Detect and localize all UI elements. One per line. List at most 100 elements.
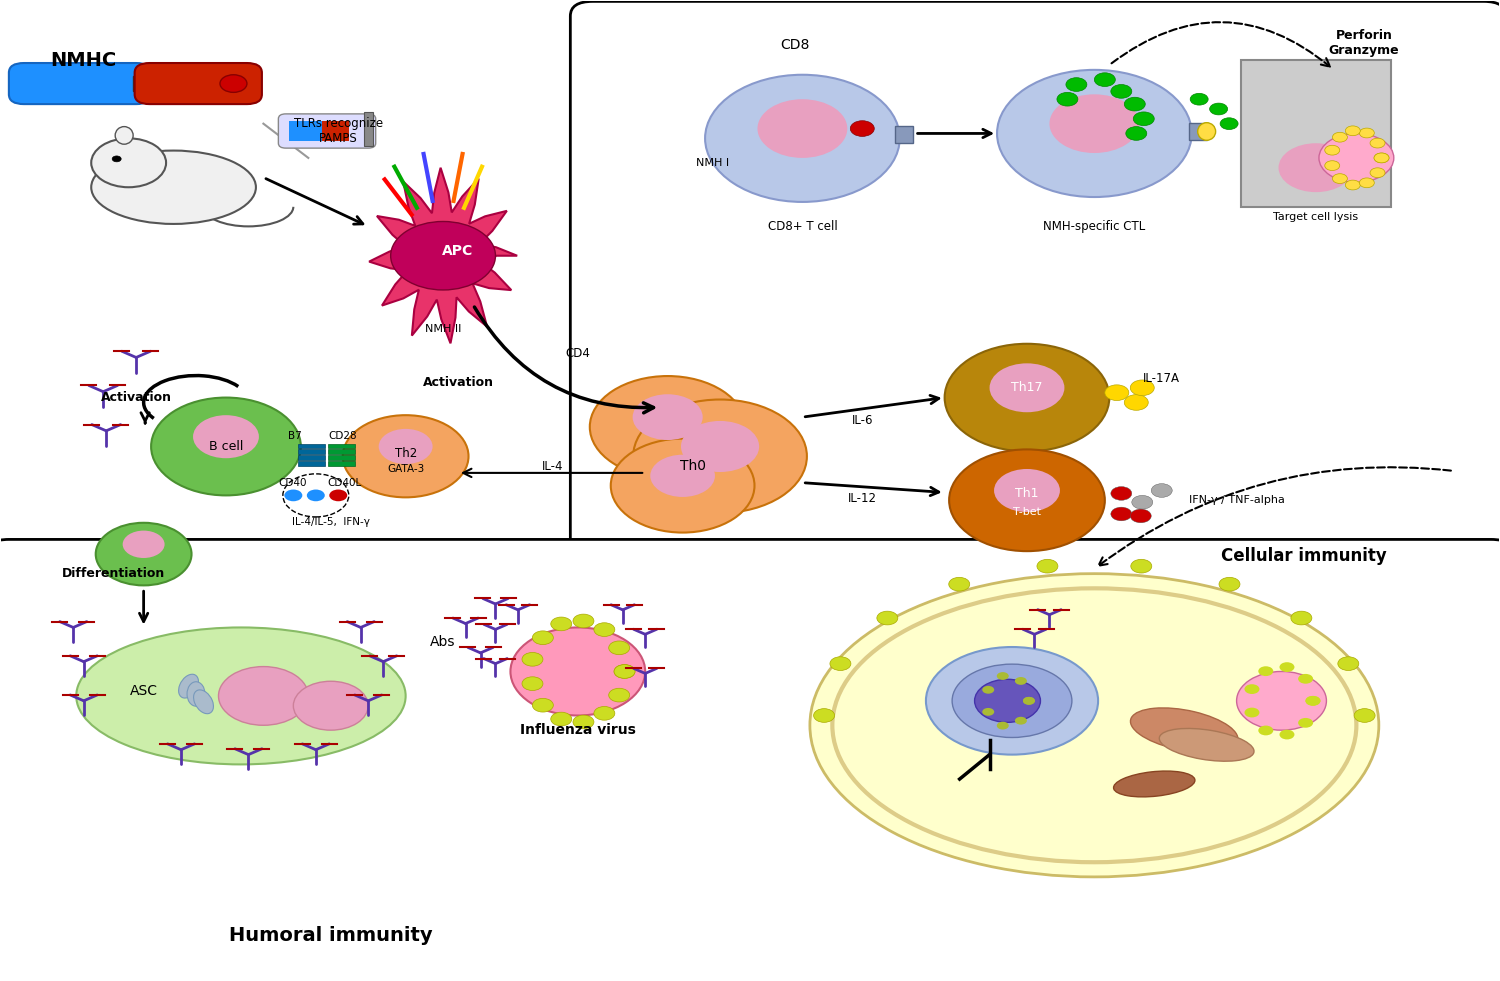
Circle shape — [344, 415, 468, 497]
Circle shape — [1131, 380, 1155, 395]
Text: NMHC: NMHC — [51, 51, 117, 70]
Circle shape — [152, 397, 302, 495]
Circle shape — [1245, 684, 1260, 694]
Circle shape — [1359, 129, 1374, 138]
Text: CD40L: CD40L — [328, 478, 362, 488]
Circle shape — [1332, 132, 1347, 142]
Text: CD40: CD40 — [279, 478, 308, 488]
Circle shape — [1346, 181, 1360, 190]
Circle shape — [1258, 666, 1274, 676]
Circle shape — [975, 679, 1041, 722]
Circle shape — [1332, 174, 1347, 183]
Circle shape — [590, 376, 746, 478]
Circle shape — [813, 708, 834, 722]
Circle shape — [1112, 507, 1132, 521]
Ellipse shape — [1131, 708, 1238, 752]
Circle shape — [1112, 84, 1132, 98]
Bar — [134, 76, 152, 91]
Circle shape — [573, 614, 594, 628]
Circle shape — [330, 490, 346, 501]
Ellipse shape — [1197, 123, 1215, 140]
Circle shape — [1220, 578, 1240, 591]
Circle shape — [550, 617, 572, 631]
Circle shape — [1112, 487, 1132, 500]
Text: IL-4/IL-5,  IFN-γ: IL-4/IL-5, IFN-γ — [292, 517, 370, 527]
Bar — [1240, 60, 1391, 207]
Circle shape — [1016, 717, 1028, 725]
Text: NMH II: NMH II — [424, 324, 462, 335]
Circle shape — [1370, 138, 1384, 148]
Circle shape — [1190, 93, 1208, 105]
Circle shape — [532, 698, 554, 712]
Circle shape — [1278, 143, 1353, 192]
Circle shape — [285, 490, 303, 501]
Circle shape — [1370, 168, 1384, 178]
Circle shape — [1305, 696, 1320, 705]
Circle shape — [96, 523, 192, 586]
Text: Th2: Th2 — [394, 446, 417, 460]
Ellipse shape — [810, 574, 1378, 877]
Circle shape — [633, 394, 702, 440]
Circle shape — [550, 712, 572, 726]
Text: IL-6: IL-6 — [852, 414, 873, 427]
Circle shape — [378, 429, 432, 464]
Bar — [1188, 123, 1206, 140]
Bar — [328, 461, 354, 466]
Circle shape — [1023, 697, 1035, 704]
Text: Abs: Abs — [430, 635, 456, 649]
Circle shape — [982, 686, 994, 694]
FancyBboxPatch shape — [9, 63, 152, 104]
Text: Cellular immunity: Cellular immunity — [1221, 547, 1388, 565]
Text: CD8: CD8 — [780, 38, 810, 52]
Circle shape — [614, 664, 634, 678]
Circle shape — [1318, 133, 1394, 182]
Circle shape — [1305, 696, 1320, 705]
Bar — [896, 126, 914, 143]
FancyBboxPatch shape — [0, 540, 1500, 981]
Circle shape — [294, 681, 368, 730]
Text: Granzyme: Granzyme — [1329, 44, 1400, 57]
Circle shape — [1036, 559, 1058, 573]
Ellipse shape — [76, 628, 405, 764]
Circle shape — [1023, 697, 1035, 704]
Circle shape — [510, 628, 645, 715]
Circle shape — [1324, 145, 1340, 155]
Text: ASC: ASC — [129, 684, 158, 698]
Circle shape — [609, 689, 630, 702]
Circle shape — [1134, 112, 1155, 126]
Circle shape — [998, 672, 1008, 680]
Circle shape — [850, 121, 874, 136]
Text: IFN-γ / TNF-alpha: IFN-γ / TNF-alpha — [1188, 495, 1284, 505]
Circle shape — [1324, 161, 1340, 171]
Bar — [363, 112, 372, 146]
Text: B cell: B cell — [209, 440, 243, 453]
Circle shape — [610, 439, 754, 533]
Circle shape — [758, 99, 847, 158]
Circle shape — [219, 666, 309, 725]
Circle shape — [594, 623, 615, 637]
Text: Influenza virus: Influenza virus — [520, 723, 636, 737]
Circle shape — [1280, 730, 1294, 740]
Circle shape — [1131, 559, 1152, 573]
Circle shape — [1245, 707, 1260, 717]
Circle shape — [830, 657, 850, 670]
Circle shape — [522, 652, 543, 666]
Circle shape — [594, 706, 615, 720]
Circle shape — [1346, 126, 1360, 135]
Bar — [298, 443, 326, 448]
Ellipse shape — [92, 150, 256, 224]
Text: NMH-specific CTL: NMH-specific CTL — [1042, 220, 1146, 232]
Circle shape — [1016, 677, 1028, 685]
FancyBboxPatch shape — [279, 114, 375, 148]
Circle shape — [1050, 94, 1140, 153]
Circle shape — [1280, 662, 1294, 672]
Circle shape — [950, 578, 969, 591]
Ellipse shape — [116, 127, 134, 144]
Circle shape — [1298, 718, 1312, 728]
Circle shape — [651, 455, 716, 497]
Circle shape — [681, 421, 759, 472]
Circle shape — [390, 222, 495, 290]
Circle shape — [1126, 127, 1148, 140]
Circle shape — [705, 75, 900, 202]
Ellipse shape — [178, 674, 198, 698]
